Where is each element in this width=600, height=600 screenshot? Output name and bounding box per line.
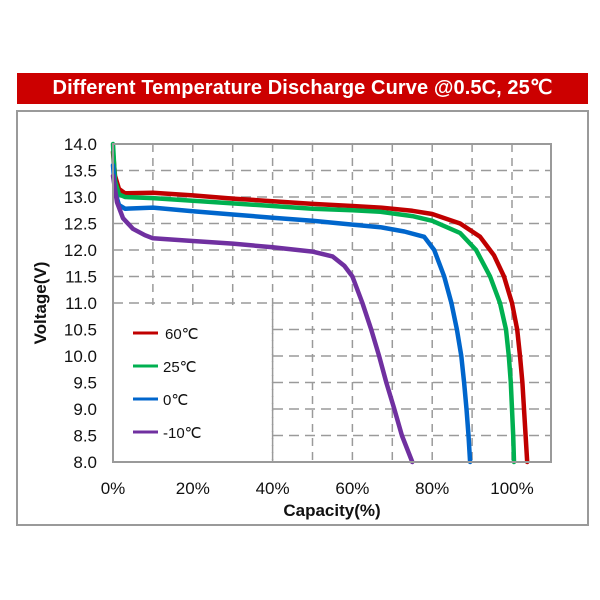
- legend: 60℃ 25℃ 0℃ -10℃: [133, 326, 202, 442]
- y-tick-labels: 14.0 13.5 13.0 12.5 12.0 11.5 11.0 10.5 10.0 9.5 9…: [64, 135, 97, 472]
- series-line: [110, 162, 473, 465]
- legend-background: [114, 305, 271, 461]
- plot-area-border: [112, 143, 552, 463]
- x-tick-label: 80%: [415, 479, 449, 498]
- legend-label: 0℃: [163, 392, 188, 409]
- x-tick-label: 60%: [335, 479, 369, 498]
- legend-item: 60℃: [133, 326, 199, 343]
- chart-title-banner: Different Temperature Discharge Curve @0…: [17, 73, 588, 104]
- y-tick-label: 8.5: [73, 427, 97, 446]
- legend-label: 25℃: [163, 359, 197, 376]
- series-line: [110, 141, 517, 465]
- legend-label: 60℃: [165, 326, 199, 343]
- series-line: [110, 149, 530, 465]
- legend-label: -10℃: [163, 425, 202, 442]
- y-tick-label: 11.0: [65, 294, 97, 313]
- legend-item: 0℃: [133, 392, 188, 409]
- y-tick-label: 12.0: [64, 241, 97, 260]
- y-tick-label: 14.0: [64, 135, 97, 154]
- legend-item: -10℃: [133, 425, 202, 442]
- x-tick-label: 20%: [176, 479, 210, 498]
- y-tick-label: 9.0: [73, 400, 97, 419]
- x-axis-title: Capacity(%): [283, 501, 380, 520]
- y-tick-label: 10.5: [64, 321, 97, 340]
- chart-frame: [16, 110, 589, 526]
- series-line: [110, 173, 415, 465]
- x-tick-label: 0%: [101, 479, 126, 498]
- series-lines: [110, 141, 530, 465]
- y-tick-label: 12.5: [64, 215, 97, 234]
- y-tick-label: 8.0: [73, 453, 97, 472]
- y-tick-label: 10.0: [64, 347, 97, 366]
- axes: [112, 143, 552, 463]
- y-tick-label: 13.5: [64, 162, 97, 181]
- x-tick-label: 100%: [490, 479, 533, 498]
- y-tick-label: 13.0: [64, 188, 97, 207]
- x-tick-labels: 0% 20% 40% 60% 80% 100%: [101, 479, 534, 498]
- y-tick-label: 9.5: [73, 374, 97, 393]
- y-tick-label: 11.5: [65, 268, 97, 287]
- y-axis-title: Voltage(V): [31, 262, 50, 345]
- x-tick-label: 40%: [256, 479, 290, 498]
- legend-item: 25℃: [133, 359, 197, 376]
